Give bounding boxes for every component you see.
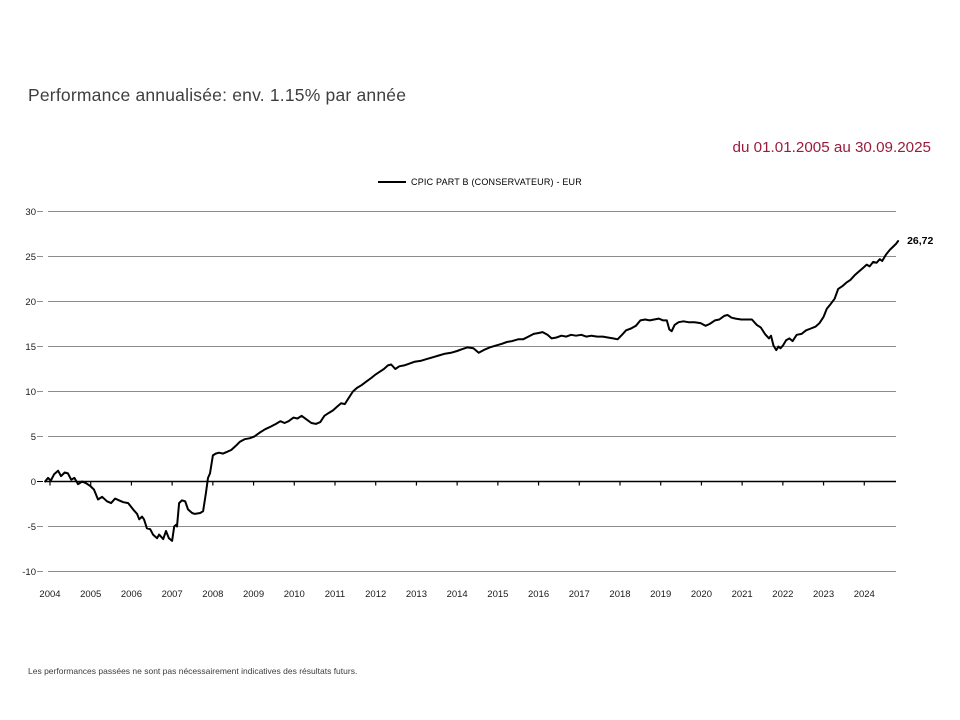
page-title: Performance annualisée: env. 1.15% par a… <box>28 85 407 105</box>
x-axis-label: 2015 <box>487 589 508 600</box>
x-axis-label: 2019 <box>650 589 671 600</box>
y-axis-label: 20 <box>25 297 36 308</box>
date-range-label: du 01.01.2005 au 30.09.2025 <box>732 139 931 156</box>
x-axis-label: 2012 <box>365 589 386 600</box>
x-axis-label: 2006 <box>121 589 142 600</box>
y-axis-label: 15 <box>25 342 36 353</box>
x-axis-label: 2020 <box>691 589 712 600</box>
y-axis-label: -10 <box>22 567 36 578</box>
x-axis-label: 2013 <box>406 589 427 600</box>
series-end-value-label: 26,72 <box>907 235 933 247</box>
x-axis-label: 2005 <box>80 589 101 600</box>
x-axis-label: 2014 <box>447 589 468 600</box>
x-axis-label: 2022 <box>772 589 793 600</box>
legend-line-swatch <box>378 181 407 183</box>
x-axis-label: 2024 <box>854 589 875 600</box>
x-axis-label: 2010 <box>284 589 305 600</box>
x-axis-label: 2007 <box>162 589 183 600</box>
y-axis-label: 0 <box>31 477 36 488</box>
x-axis-label: 2018 <box>609 589 630 600</box>
x-axis-label: 2008 <box>202 589 223 600</box>
x-axis-label: 2016 <box>528 589 549 600</box>
footer-disclaimer: Les performances passées ne sont pas néc… <box>28 666 358 676</box>
x-axis-label: 2017 <box>569 589 590 600</box>
y-axis-label: 25 <box>25 252 36 263</box>
x-axis-label: 2009 <box>243 589 264 600</box>
x-axis-label: 2023 <box>813 589 834 600</box>
y-axis-label: 10 <box>25 387 36 398</box>
x-axis-label: 2004 <box>39 589 60 600</box>
chart-legend: CPIC PART B (CONSERVATEUR) - EUR <box>0 177 960 187</box>
x-axis-label: 2021 <box>732 589 753 600</box>
y-axis-label: 5 <box>31 432 36 443</box>
legend-series-label: CPIC PART B (CONSERVATEUR) - EUR <box>411 177 582 187</box>
x-axis-label: 2011 <box>325 589 345 600</box>
series-line <box>44 240 900 542</box>
y-axis-label: -5 <box>28 522 36 533</box>
y-axis-label: 30 <box>25 207 36 218</box>
